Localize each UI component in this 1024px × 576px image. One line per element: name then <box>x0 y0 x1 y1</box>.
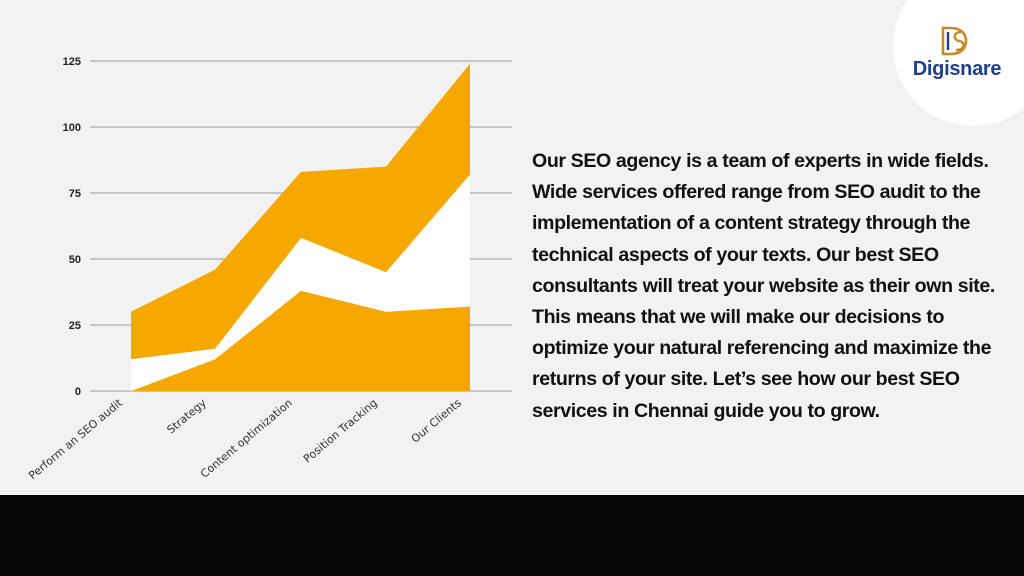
y-tick-label: 100 <box>63 122 81 134</box>
description-paragraph: Our SEO agency is a team of experts in w… <box>532 150 995 422</box>
y-tick-label: 0 <box>75 386 81 398</box>
area-series-2 <box>131 174 470 391</box>
footer-bar <box>0 495 1024 576</box>
stacked-area-chart: 0 25 50 75 100 125 Perform an SEO audit Strate… <box>26 56 512 482</box>
brand-name: Digisnare <box>912 58 1002 80</box>
area-series-3 <box>131 63 470 360</box>
x-tick-label: Strategy <box>164 396 209 437</box>
y-tick-label: 125 <box>63 56 81 68</box>
digisnare-logo-icon <box>941 26 968 56</box>
chart-areas <box>131 63 470 391</box>
y-tick-label: 25 <box>69 320 81 332</box>
y-tick-label: 75 <box>69 188 81 200</box>
y-axis-ticks: 0 25 50 75 100 125 <box>63 56 81 398</box>
x-tick-label: Position Tracking <box>301 396 380 465</box>
y-tick-label: 50 <box>69 254 81 266</box>
x-tick-label: Our Clients <box>409 396 464 445</box>
x-tick-label: Perform an SEO audit <box>26 396 125 482</box>
area-series-1 <box>131 290 470 391</box>
x-tick-label: Content optimization <box>198 396 295 480</box>
